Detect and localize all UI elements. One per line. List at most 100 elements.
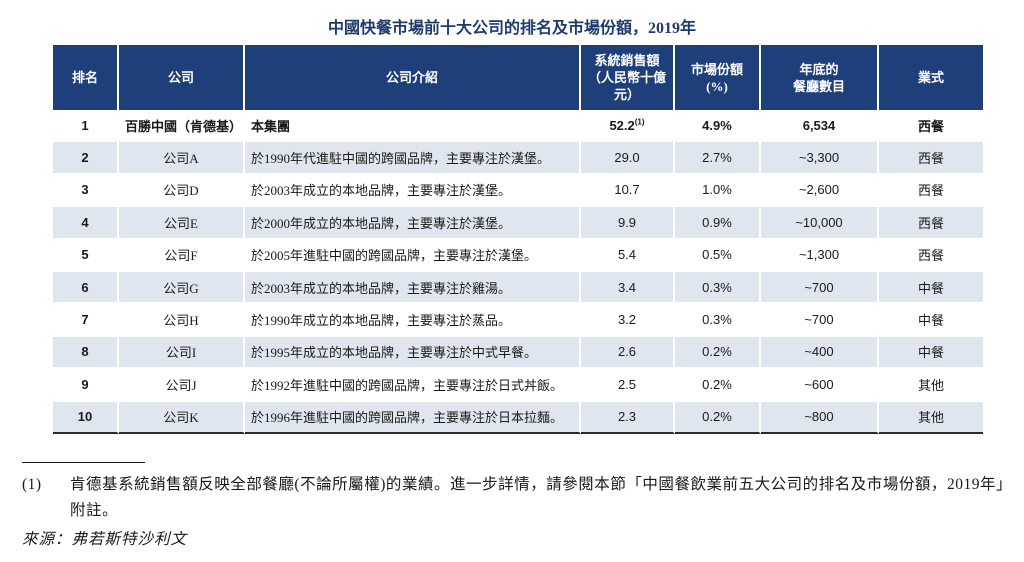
cell-stores: 6,534 — [761, 110, 879, 142]
cell-company: 公司J — [119, 369, 245, 401]
cell-intro: 於2005年進駐中國的跨國品牌，主要專注於漢堡。 — [245, 240, 581, 272]
header-share: 市場份額 (%) — [675, 45, 761, 110]
cell-stores: ~700 — [761, 272, 879, 304]
cell-intro: 於2003年成立的本地品牌，主要專注於雞湯。 — [245, 272, 581, 304]
cell-format: 西餐 — [879, 207, 983, 239]
cell-rank: 10 — [53, 402, 119, 434]
cell-intro: 於1995年成立的本地品牌，主要專注於中式早餐。 — [245, 337, 581, 369]
header-share-line2: (%) — [679, 78, 755, 95]
cell-sales: 10.7 — [581, 175, 675, 207]
cell-rank: 7 — [53, 304, 119, 336]
header-sales-line1: 系統銷售額 — [585, 52, 669, 69]
cell-share: 0.5% — [675, 240, 761, 272]
footnote-divider — [22, 462, 145, 463]
cell-format: 西餐 — [879, 175, 983, 207]
cell-company: 公司I — [119, 337, 245, 369]
table-row: 10 公司K 於1996年進駐中國的跨國品牌，主要專注於日本拉麵。 2.3 0.… — [53, 402, 983, 434]
table-row: 1 百勝中國（肯德基） 本集團 52.2(1) 4.9% 6,534 西餐 — [53, 110, 983, 142]
cell-stores: ~600 — [761, 369, 879, 401]
sales-value: 52.2 — [609, 118, 634, 133]
cell-rank: 5 — [53, 240, 119, 272]
ranking-table: 排名 公司 公司介紹 系統銷售額 （人民幣十億元） 市場份額 (%) 年底的 餐… — [53, 45, 983, 434]
header-format: 業式 — [879, 45, 983, 110]
header-company: 公司 — [119, 45, 245, 110]
source-note: 來源：弗若斯特沙利文 — [22, 527, 187, 549]
cell-stores: ~400 — [761, 337, 879, 369]
footnote-number: (1) — [22, 472, 42, 498]
cell-intro: 於1996年進駐中國的跨國品牌，主要專注於日本拉麵。 — [245, 402, 581, 434]
cell-intro: 本集團 — [245, 110, 581, 142]
cell-company: 公司E — [119, 207, 245, 239]
cell-rank: 2 — [53, 142, 119, 174]
cell-format: 中餐 — [879, 272, 983, 304]
cell-format: 西餐 — [879, 142, 983, 174]
cell-share: 0.2% — [675, 337, 761, 369]
header-stores-line1: 年底的 — [765, 61, 873, 78]
cell-rank: 9 — [53, 369, 119, 401]
cell-company: 公司D — [119, 175, 245, 207]
cell-intro: 於2003年成立的本地品牌，主要專注於漢堡。 — [245, 175, 581, 207]
cell-sales: 5.4 — [581, 240, 675, 272]
cell-company: 公司A — [119, 142, 245, 174]
footnote-text: 肯德基系統銷售額反映全部餐廳(不論所屬權)的業績。進一步詳情，請參閱本節「中國餐… — [70, 472, 1012, 524]
cell-stores: ~2,600 — [761, 175, 879, 207]
header-sales-line2: （人民幣十億元） — [585, 69, 669, 103]
cell-format: 西餐 — [879, 240, 983, 272]
cell-sales: 3.2 — [581, 304, 675, 336]
cell-format: 其他 — [879, 369, 983, 401]
footnote: (1) 肯德基系統銷售額反映全部餐廳(不論所屬權)的業績。進一步詳情，請參閱本節… — [22, 472, 1012, 524]
cell-stores: ~1,300 — [761, 240, 879, 272]
cell-rank: 1 — [53, 110, 119, 142]
table-row: 3 公司D 於2003年成立的本地品牌，主要專注於漢堡。 10.7 1.0% ~… — [53, 175, 983, 207]
cell-rank: 4 — [53, 207, 119, 239]
table-row: 4 公司E 於2000年成立的本地品牌，主要專注於漢堡。 9.9 0.9% ~1… — [53, 207, 983, 239]
cell-sales: 9.9 — [581, 207, 675, 239]
cell-intro: 於1990年成立的本地品牌，主要專注於蒸品。 — [245, 304, 581, 336]
header-stores: 年底的 餐廳數目 — [761, 45, 879, 110]
cell-share: 0.3% — [675, 304, 761, 336]
cell-format: 中餐 — [879, 304, 983, 336]
table-row: 8 公司I 於1995年成立的本地品牌，主要專注於中式早餐。 2.6 0.2% … — [53, 337, 983, 369]
table-row: 6 公司G 於2003年成立的本地品牌，主要專注於雞湯。 3.4 0.3% ~7… — [53, 272, 983, 304]
cell-format: 西餐 — [879, 110, 983, 142]
table-title: 中國快餐市場前十大公司的排名及市場份額，2019年 — [0, 14, 1024, 38]
cell-share: 1.0% — [675, 175, 761, 207]
header-intro: 公司介紹 — [245, 45, 581, 110]
cell-stores: ~10,000 — [761, 207, 879, 239]
header-share-line1: 市場份額 — [679, 61, 755, 78]
cell-stores: ~700 — [761, 304, 879, 336]
cell-format: 其他 — [879, 402, 983, 434]
cell-company: 公司F — [119, 240, 245, 272]
cell-stores: ~800 — [761, 402, 879, 434]
cell-stores: ~3,300 — [761, 142, 879, 174]
cell-intro: 於1990年代進駐中國的跨國品牌，主要專注於漢堡。 — [245, 142, 581, 174]
cell-company: 百勝中國（肯德基） — [119, 110, 245, 142]
table-row: 9 公司J 於1992年進駐中國的跨國品牌，主要專注於日式丼飯。 2.5 0.2… — [53, 369, 983, 401]
cell-share: 4.9% — [675, 110, 761, 142]
cell-sales: 2.5 — [581, 369, 675, 401]
cell-intro: 於1992年進駐中國的跨國品牌，主要專注於日式丼飯。 — [245, 369, 581, 401]
cell-format: 中餐 — [879, 337, 983, 369]
cell-sales: 3.4 — [581, 272, 675, 304]
cell-sales: 29.0 — [581, 142, 675, 174]
header-stores-line2: 餐廳數目 — [765, 78, 873, 95]
cell-sales: 52.2(1) — [581, 110, 675, 142]
cell-share: 0.2% — [675, 369, 761, 401]
cell-rank: 6 — [53, 272, 119, 304]
header-rank: 排名 — [53, 45, 119, 110]
header-sales: 系統銷售額 （人民幣十億元） — [581, 45, 675, 110]
cell-rank: 3 — [53, 175, 119, 207]
table-row: 5 公司F 於2005年進駐中國的跨國品牌，主要專注於漢堡。 5.4 0.5% … — [53, 240, 983, 272]
cell-intro: 於2000年成立的本地品牌，主要專注於漢堡。 — [245, 207, 581, 239]
header-row: 排名 公司 公司介紹 系統銷售額 （人民幣十億元） 市場份額 (%) 年底的 餐… — [53, 45, 983, 110]
cell-rank: 8 — [53, 337, 119, 369]
cell-sales: 2.3 — [581, 402, 675, 434]
table-row: 7 公司H 於1990年成立的本地品牌，主要專注於蒸品。 3.2 0.3% ~7… — [53, 304, 983, 336]
cell-share: 0.3% — [675, 272, 761, 304]
cell-company: 公司G — [119, 272, 245, 304]
cell-share: 0.9% — [675, 207, 761, 239]
cell-share: 0.2% — [675, 402, 761, 434]
cell-sales: 2.6 — [581, 337, 675, 369]
cell-company: 公司K — [119, 402, 245, 434]
cell-share: 2.7% — [675, 142, 761, 174]
